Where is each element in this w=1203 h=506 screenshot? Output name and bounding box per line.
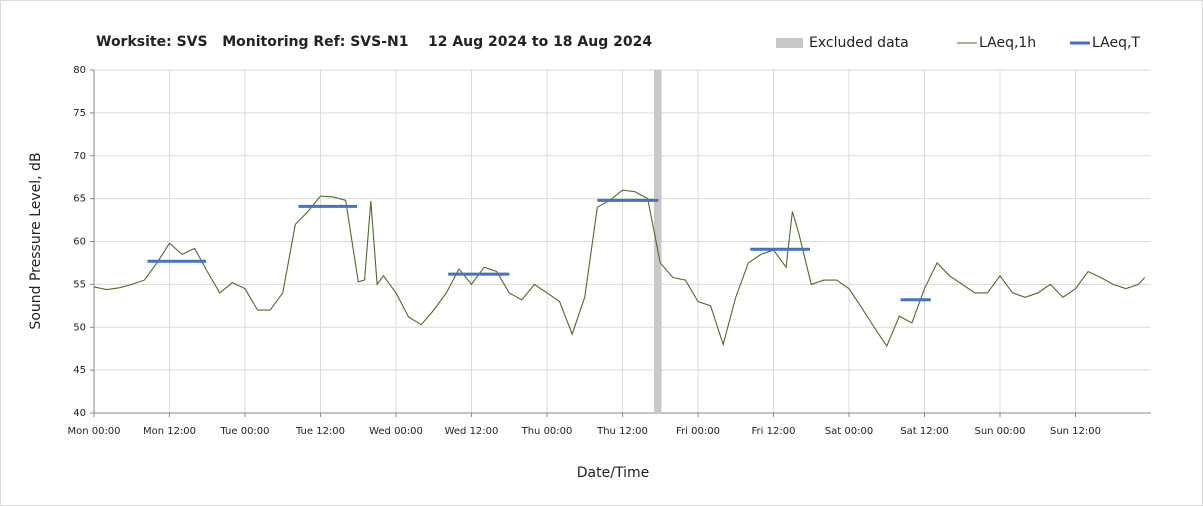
y-tick-label: 40 xyxy=(73,408,86,419)
x-tick-label: Thu 12:00 xyxy=(596,426,648,437)
y-tick-label: 55 xyxy=(73,279,86,290)
legend-label: LAeq,T xyxy=(1092,35,1140,51)
legend-label: Excluded data xyxy=(809,35,909,51)
x-tick-label: Wed 12:00 xyxy=(445,426,499,437)
y-tick-label: 75 xyxy=(73,108,86,119)
excluded-band xyxy=(653,70,662,413)
y-tick-label: 60 xyxy=(73,237,86,248)
x-tick-label: Sat 12:00 xyxy=(900,426,948,437)
x-tick-label: Mon 12:00 xyxy=(143,426,196,437)
chart-title: Worksite: SVS Monitoring Ref: SVS-N1 12 … xyxy=(96,34,652,50)
y-axis-label: Sound Pressure Level, dB xyxy=(28,152,44,329)
x-tick-label: Fri 12:00 xyxy=(752,426,796,437)
x-tick-label: Tue 00:00 xyxy=(219,426,269,437)
y-tick-label: 65 xyxy=(73,194,86,205)
x-tick-label: Sat 00:00 xyxy=(825,426,873,437)
legend-swatch xyxy=(776,38,803,48)
y-tick-label: 45 xyxy=(73,365,86,376)
x-tick-label: Thu 00:00 xyxy=(521,426,573,437)
x-tick-label: Tue 12:00 xyxy=(295,426,345,437)
x-tick-label: Mon 00:00 xyxy=(67,426,120,437)
x-tick-label: Wed 00:00 xyxy=(369,426,423,437)
y-tick-label: 50 xyxy=(73,322,86,333)
x-tick-label: Fri 00:00 xyxy=(676,426,720,437)
y-tick-label: 80 xyxy=(73,65,86,76)
x-axis-label: Date/Time xyxy=(577,465,649,481)
x-tick-label: Sun 12:00 xyxy=(1050,426,1101,437)
series-line xyxy=(93,189,1146,348)
legend-label: LAeq,1h xyxy=(979,35,1036,51)
y-tick-label: 70 xyxy=(73,151,86,162)
x-tick-label: Sun 00:00 xyxy=(974,426,1025,437)
